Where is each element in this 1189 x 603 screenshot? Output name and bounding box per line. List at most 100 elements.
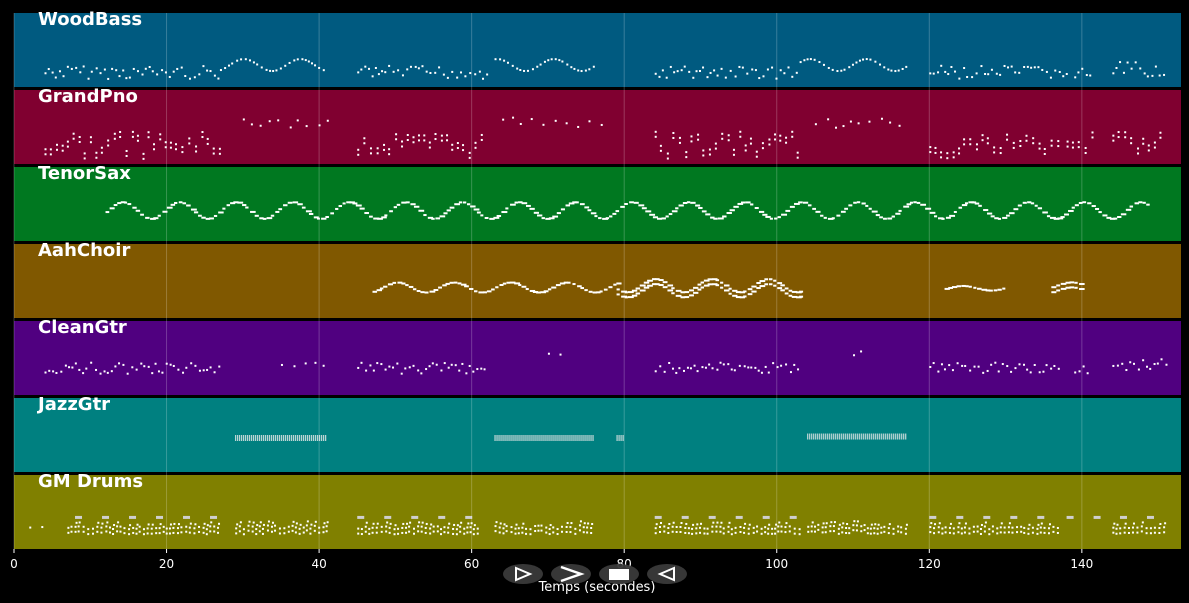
note (734, 531, 737, 534)
note (460, 283, 467, 286)
note (728, 521, 731, 524)
note-segment (235, 435, 327, 441)
note-segment (929, 64, 1068, 80)
note (408, 285, 414, 288)
note (849, 433, 851, 440)
note (654, 135, 657, 138)
note-segment (929, 133, 1060, 160)
note (1038, 371, 1041, 374)
note (547, 59, 550, 62)
note (364, 530, 367, 533)
note (715, 530, 718, 533)
note (760, 527, 763, 530)
note (405, 284, 409, 287)
note (206, 368, 209, 371)
note (866, 527, 869, 530)
rewind-button[interactable] (647, 564, 687, 584)
note (565, 525, 568, 528)
note (213, 525, 216, 528)
note (620, 435, 622, 441)
note (165, 532, 168, 535)
note (556, 528, 559, 531)
note (1120, 213, 1127, 216)
note (464, 75, 467, 78)
note (1137, 147, 1140, 150)
note (461, 362, 464, 365)
note (233, 201, 239, 204)
note (417, 530, 420, 533)
note (423, 139, 426, 142)
note (60, 370, 63, 373)
x-tick-label: 100 (765, 557, 788, 571)
note-segment (654, 361, 800, 374)
note (443, 531, 446, 534)
note-segment (547, 352, 562, 356)
note (853, 354, 856, 357)
note (556, 435, 558, 441)
note (375, 531, 378, 534)
play-button[interactable] (503, 564, 543, 584)
note (761, 147, 764, 150)
note (968, 532, 971, 535)
note (172, 531, 175, 534)
note (616, 288, 620, 291)
note (964, 202, 969, 205)
note (123, 201, 128, 204)
note (868, 207, 872, 210)
note (897, 525, 900, 528)
note (938, 522, 941, 525)
note (777, 525, 780, 528)
note (749, 137, 752, 140)
note (195, 145, 198, 148)
note (809, 58, 812, 61)
note (843, 68, 846, 71)
note (452, 527, 455, 530)
note (865, 433, 867, 440)
note-segment (799, 58, 908, 73)
note (514, 527, 517, 530)
note (109, 207, 115, 210)
note (880, 531, 883, 534)
forward-button[interactable] (551, 564, 591, 584)
note (665, 215, 669, 218)
note (621, 290, 628, 293)
note (714, 147, 717, 150)
note (517, 532, 520, 535)
note (741, 66, 744, 69)
note (280, 363, 283, 366)
note (641, 207, 647, 210)
note (1082, 201, 1087, 204)
note (767, 527, 770, 530)
note (750, 366, 753, 369)
note (913, 201, 917, 204)
note (592, 291, 598, 294)
note (190, 362, 193, 365)
note (909, 201, 914, 204)
note (855, 524, 858, 527)
note (698, 69, 701, 72)
note (1112, 134, 1115, 137)
note (933, 527, 936, 530)
note (993, 289, 998, 292)
note (711, 367, 714, 370)
note (506, 61, 509, 64)
note (1068, 209, 1074, 212)
note (715, 284, 720, 287)
note (832, 525, 835, 528)
note (395, 133, 398, 136)
button-background (551, 564, 591, 584)
note (1042, 370, 1045, 373)
note (502, 282, 507, 285)
note (106, 521, 109, 524)
note (521, 285, 527, 288)
note (587, 522, 590, 525)
note (768, 283, 773, 286)
note (823, 216, 827, 219)
note (446, 134, 449, 137)
note (1023, 531, 1026, 534)
note (417, 67, 420, 70)
note (112, 528, 115, 531)
note (536, 65, 539, 68)
stop-button[interactable] (599, 564, 639, 584)
note (453, 523, 456, 526)
